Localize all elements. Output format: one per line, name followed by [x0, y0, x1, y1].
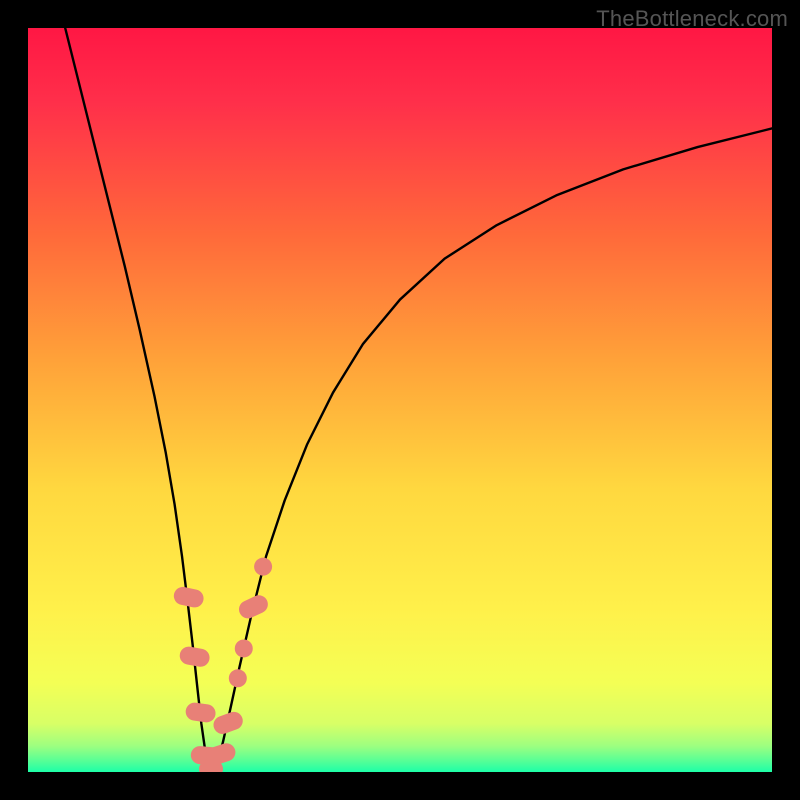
chart-frame: TheBottleneck.com [0, 0, 800, 800]
plot-background [28, 28, 772, 772]
watermark-text: TheBottleneck.com [596, 6, 788, 32]
marker-dot [229, 669, 247, 687]
marker-dot [254, 558, 272, 576]
marker-dot [235, 639, 253, 657]
bottleneck-curve-chart [0, 0, 800, 800]
